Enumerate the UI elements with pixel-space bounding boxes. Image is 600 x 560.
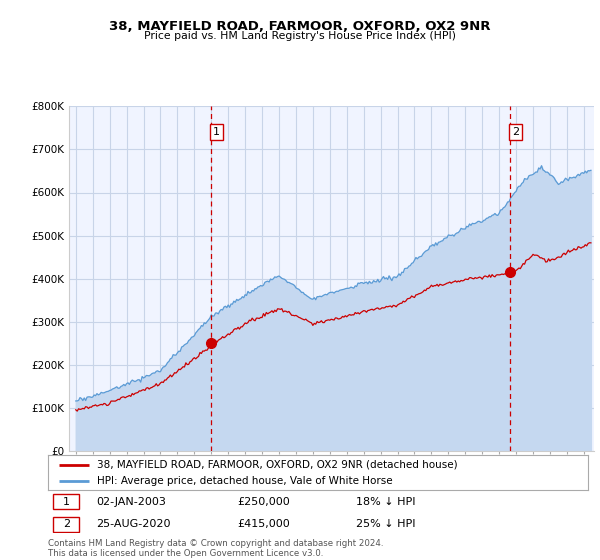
Text: Contains HM Land Registry data © Crown copyright and database right 2024.
This d: Contains HM Land Registry data © Crown c… [48,539,383,558]
Text: 25-AUG-2020: 25-AUG-2020 [97,519,171,529]
Text: 2: 2 [512,127,519,137]
Text: 18% ↓ HPI: 18% ↓ HPI [356,497,415,507]
FancyBboxPatch shape [53,494,79,510]
Text: 2: 2 [63,519,70,529]
FancyBboxPatch shape [53,516,79,532]
Text: 02-JAN-2003: 02-JAN-2003 [97,497,166,507]
Text: 38, MAYFIELD ROAD, FARMOOR, OXFORD, OX2 9NR (detached house): 38, MAYFIELD ROAD, FARMOOR, OXFORD, OX2 … [97,460,457,470]
Text: £415,000: £415,000 [237,519,290,529]
Text: 25% ↓ HPI: 25% ↓ HPI [356,519,415,529]
Text: 38, MAYFIELD ROAD, FARMOOR, OXFORD, OX2 9NR: 38, MAYFIELD ROAD, FARMOOR, OXFORD, OX2 … [109,20,491,32]
Text: Price paid vs. HM Land Registry's House Price Index (HPI): Price paid vs. HM Land Registry's House … [144,31,456,41]
Text: £250,000: £250,000 [237,497,290,507]
Text: HPI: Average price, detached house, Vale of White Horse: HPI: Average price, detached house, Vale… [97,477,392,486]
Text: 1: 1 [213,127,220,137]
Text: 1: 1 [63,497,70,507]
